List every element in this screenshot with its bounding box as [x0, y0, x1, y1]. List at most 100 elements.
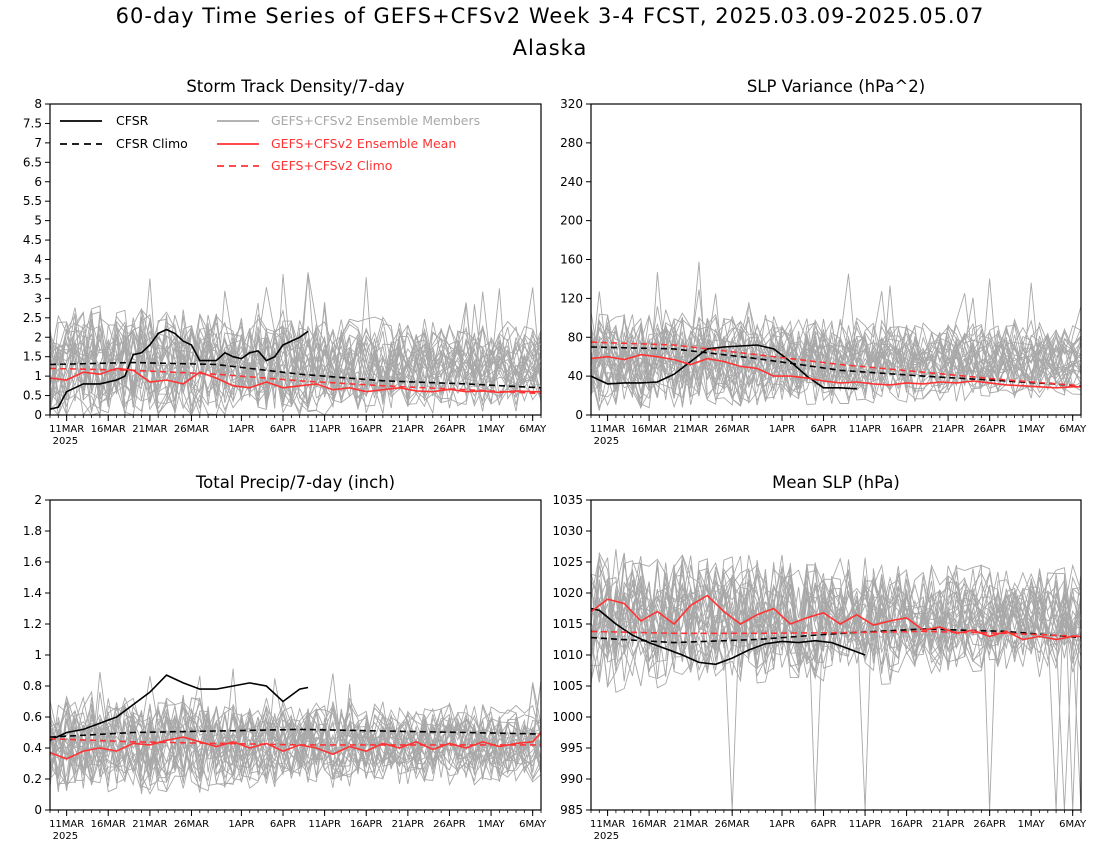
ensemble-member-line	[50, 680, 541, 785]
x-tick-label: 6APR	[270, 819, 296, 830]
x-tick-label: 1APR	[228, 819, 254, 830]
y-tick-label: 0.6	[23, 710, 42, 724]
year-label: 2025	[53, 436, 78, 447]
series-line	[50, 367, 541, 395]
y-tick-label: 1.4	[23, 586, 42, 600]
plot-area	[591, 261, 1081, 411]
series-line	[50, 731, 541, 760]
ensemble-member-line	[50, 309, 541, 399]
x-tick-label: 26APR	[433, 424, 466, 435]
ensemble-member-line	[591, 583, 1081, 810]
series-line	[591, 607, 866, 666]
x-tick-label: 11APR	[849, 819, 882, 830]
x-tick-label: 1MAY	[477, 819, 505, 830]
y-tick-label: 7.5	[23, 116, 42, 130]
ensemble-member-line	[50, 329, 541, 415]
figure-title: 60-day Time Series of GEFS+CFSv2 Week 3-…	[115, 4, 985, 28]
y-tick-label: 7	[34, 136, 42, 150]
x-tick-label: 6MAY	[1059, 819, 1087, 830]
series-line	[591, 341, 1081, 387]
ensemble-member-line	[591, 564, 1081, 671]
x-tick-label: 26APR	[973, 819, 1006, 830]
y-tick-label: 985	[560, 803, 583, 817]
legend: CFSR CFSR Climo GEFS+CFSv2 Ensemble Member…	[60, 113, 480, 173]
y-tick-label: 4.5	[23, 233, 42, 247]
y-tick-label: 0.2	[23, 772, 42, 786]
panel-2: SLP Variance (hPa^2) 0 40 80 120 160 200 240 280…	[560, 77, 1087, 447]
ensemble-member-line	[591, 560, 1081, 662]
y-tick-label: 320	[560, 97, 583, 111]
x-tick-label: 26APR	[973, 424, 1006, 435]
panel-title: Storm Track Density/7-day	[186, 77, 405, 96]
x-tick-label: 16APR	[350, 819, 383, 830]
y-tick-label: 3.5	[23, 272, 42, 286]
x-tick-label: 16MAR	[632, 424, 667, 435]
ensemble-member-line	[591, 568, 1081, 671]
x-tick-label: 16MAR	[632, 819, 667, 830]
y-tick-label: 1005	[552, 679, 583, 693]
x-tick-label: 1APR	[228, 424, 254, 435]
x-tick-label: 11MAR	[49, 819, 84, 830]
y-tick-label: 1.8	[23, 524, 42, 538]
y-tick-label: 6.5	[23, 155, 42, 169]
y-tick-label: 1.5	[23, 350, 42, 364]
y-tick-label: 240	[560, 175, 583, 189]
y-tick-label: 1030	[552, 524, 583, 538]
y-tick-label: 2	[34, 493, 42, 507]
legend-label: CFSR Climo	[116, 136, 188, 151]
x-tick-label: 21APR	[392, 424, 425, 435]
x-tick-label: 1MAY	[1018, 819, 1046, 830]
year-label: 2025	[594, 831, 619, 842]
panel-1: Storm Track Density/7-day 0 0.5 1 1.5 2 2.5 3 3.…	[23, 77, 547, 447]
ensemble-member-line	[50, 705, 541, 778]
x-tick-label: 6APR	[810, 424, 836, 435]
y-tick-label: 0	[34, 803, 42, 817]
ensemble-member-line	[50, 307, 541, 389]
x-tick-label: 1APR	[769, 424, 795, 435]
legend-label: GEFS+CFSv2 Climo	[271, 158, 392, 173]
x-tick-label: 11MAR	[590, 819, 625, 830]
x-tick-label: 26MAR	[715, 424, 750, 435]
y-tick-label: 6	[34, 175, 42, 189]
x-tick-label: 11APR	[849, 424, 882, 435]
ensemble-member-line	[591, 293, 1081, 392]
x-tick-label: 1MAY	[1018, 424, 1046, 435]
y-tick-label: 1	[34, 648, 42, 662]
x-tick-label: 21MAR	[132, 424, 167, 435]
x-tick-label: 26APR	[433, 819, 466, 830]
y-tick-label: 1000	[552, 710, 583, 724]
x-tick-label: 21APR	[932, 819, 965, 830]
panel-title: Total Precip/7-day (inch)	[195, 473, 395, 492]
y-tick-label: 0	[575, 408, 583, 422]
ensemble-member-line	[591, 569, 1081, 673]
panel-4: Mean SLP (hPa) 985 990 995 1000 1005 1010 1015 1…	[552, 473, 1087, 842]
series-line	[50, 361, 541, 389]
y-tick-label: 280	[560, 136, 583, 150]
y-tick-label: 0	[34, 408, 42, 422]
series-line	[50, 737, 541, 746]
x-tick-label: 11MAR	[49, 424, 84, 435]
x-tick-label: 6MAY	[519, 819, 547, 830]
x-tick-label: 6APR	[270, 424, 296, 435]
ensemble-member-line	[50, 326, 541, 412]
y-tick-label: 0.8	[23, 679, 42, 693]
plot-frame	[590, 499, 1082, 811]
series-line	[591, 353, 1081, 389]
series-line	[50, 328, 309, 410]
series-line	[591, 346, 1081, 387]
y-tick-label: 3	[34, 291, 42, 305]
x-tick-label: 21MAR	[132, 819, 167, 830]
y-tick-label: 5.5	[23, 194, 42, 208]
ensemble-member-line	[50, 704, 541, 775]
ensemble-member-line	[591, 312, 1081, 385]
ensemble-member-line	[50, 704, 541, 783]
legend-label: CFSR	[116, 113, 149, 128]
plot-area	[50, 668, 541, 795]
y-tick-label: 1.6	[23, 555, 42, 569]
x-tick-label: 21MAR	[673, 819, 708, 830]
x-tick-label: 26MAR	[174, 424, 209, 435]
x-tick-label: 21MAR	[673, 424, 708, 435]
x-tick-label: 11APR	[308, 819, 341, 830]
y-tick-label: 1010	[552, 648, 583, 662]
